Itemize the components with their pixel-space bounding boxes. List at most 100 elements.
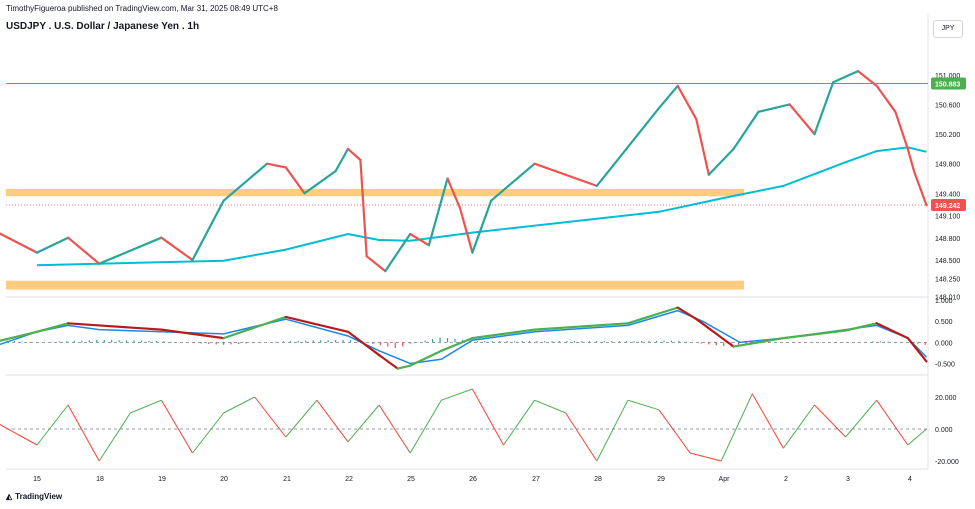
signal-line-segment — [98, 324, 163, 331]
price-segment — [446, 177, 462, 210]
time-tick-label: 20 — [220, 476, 228, 483]
oscillator-segment — [876, 399, 909, 446]
price-tick-label: 148.250 — [935, 276, 960, 283]
time-axis: 15 18 19 20 21 22 25 26 27 28 29 Apr 2 3 4 — [33, 476, 912, 483]
oscillator-segment — [565, 412, 598, 462]
signal-line-segment — [440, 337, 474, 352]
price-tick-label: 150.600 — [935, 102, 960, 109]
oscillator-segment — [223, 396, 255, 414]
signal-line-segment — [676, 306, 698, 321]
price-segment — [365, 255, 387, 273]
publisher-line: TimothyFigueroa published on TradingView… — [6, 4, 278, 13]
time-tick-label: 2 — [784, 476, 788, 483]
oscillator-tick-label: -20.000 — [935, 459, 959, 466]
price-segment — [875, 84, 897, 113]
oscillator-segment — [596, 399, 629, 462]
oscillator-segment — [503, 399, 536, 446]
price-segment — [676, 84, 698, 121]
price-segment — [359, 158, 368, 258]
time-tick-label: 26 — [469, 476, 477, 483]
oscillator-segment — [67, 404, 100, 462]
moving-average — [36, 146, 927, 267]
time-tick-label: 29 — [657, 476, 665, 483]
oscillator-segment — [689, 452, 722, 462]
price-tick-label: 149.100 — [935, 214, 960, 221]
oscillator-segment — [845, 399, 878, 438]
price-segment — [191, 199, 225, 262]
currency-button[interactable]: JPY — [933, 20, 963, 38]
zones — [6, 188, 744, 290]
price-segment — [409, 232, 430, 247]
price-axis: 151.000 150.600 150.200 149.800 149.400 149.1… — [935, 73, 960, 466]
price-segment — [266, 162, 287, 169]
oscillator-segment — [658, 409, 691, 454]
signal-line-segment — [533, 322, 630, 331]
price-segment — [788, 103, 816, 136]
price-segment — [533, 162, 598, 187]
macd-tick-label: 0.500 — [935, 319, 953, 326]
time-tick-label: 22 — [345, 476, 353, 483]
price-segment — [160, 236, 194, 262]
signal-line-segment — [378, 353, 399, 370]
price-segment — [427, 177, 449, 247]
oscillator-segment — [160, 399, 193, 454]
price-segment — [695, 118, 710, 176]
oscillator-segment — [471, 388, 504, 446]
price-segment — [303, 170, 337, 195]
oscillator-segment — [441, 388, 473, 401]
price-segment — [912, 170, 928, 207]
signal-line-segment — [35, 322, 70, 333]
signal-line-segment — [782, 329, 847, 340]
price-segment — [832, 69, 860, 84]
symbol-title: USDJPY . U.S. Dollar / Japanese Yen . 1h — [6, 21, 200, 32]
signal-line-segment — [284, 315, 350, 333]
price-tick-label: 151.000 — [935, 73, 960, 80]
oscillator-segment — [347, 404, 380, 443]
price-tick-label: 148.010 — [935, 294, 960, 301]
current-price-tag-bg — [931, 199, 966, 212]
oscillator-segment — [36, 404, 69, 446]
signal-line-segment — [66, 322, 101, 327]
oscillator-segment — [720, 393, 753, 462]
oscillator-segment — [751, 393, 784, 449]
macd-tick-label: 1.000 — [935, 298, 953, 305]
signal-line-segment — [471, 328, 536, 340]
oscillator-tick-label: 20.000 — [935, 395, 957, 402]
oscillator-segment — [0, 424, 38, 446]
resistance-price-tag: 150.883 — [935, 81, 960, 88]
time-tick-label: 21 — [283, 476, 291, 483]
price-segment — [732, 110, 760, 150]
price-segment — [346, 147, 362, 162]
price-segment — [813, 81, 835, 136]
time-tick-label: 4 — [908, 476, 912, 483]
price-segment — [707, 147, 735, 176]
resistance-line — [6, 82, 928, 206]
time-tick-label: 15 — [33, 476, 41, 483]
time-tick-label: 19 — [158, 476, 166, 483]
moving-average-line — [36, 146, 927, 267]
price-tick-label: 148.500 — [935, 258, 960, 265]
signal-line-segment — [409, 349, 443, 367]
macd-tick-label: -0.500 — [935, 362, 955, 369]
macd-tick-label: 0.000 — [935, 340, 953, 347]
price-segment — [334, 147, 350, 173]
signal-line-segment — [160, 328, 225, 340]
price-segment — [98, 236, 163, 265]
price-segment — [222, 162, 269, 202]
signal-line-segment — [906, 337, 928, 363]
grid — [6, 14, 929, 470]
signal-line-segment — [732, 337, 785, 348]
price-series — [0, 69, 928, 273]
price-segment — [894, 110, 909, 150]
price-segment — [657, 84, 679, 110]
oscillator-segment — [192, 412, 224, 454]
price-segment — [595, 106, 661, 187]
time-tick-label: 18 — [96, 476, 104, 483]
oscillator-segment — [782, 404, 815, 449]
current-price-tag: 149.242 — [935, 203, 960, 210]
oscillator-segment — [907, 428, 927, 446]
price-tick-label: 149.800 — [935, 162, 960, 169]
oscillator-tick-label: 0.000 — [935, 427, 953, 434]
oscillator-segment — [814, 404, 846, 438]
